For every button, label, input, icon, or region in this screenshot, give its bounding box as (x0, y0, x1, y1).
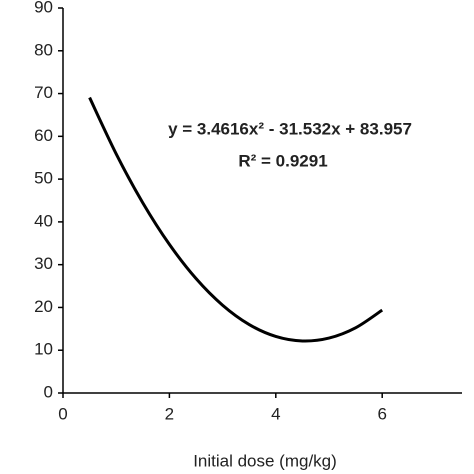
x-tick-label: 0 (58, 404, 67, 423)
y-tick-label: 30 (34, 254, 53, 273)
y-tick-label: 80 (34, 40, 53, 59)
x-tick-label: 4 (271, 404, 280, 423)
y-tick-label: 20 (34, 297, 53, 316)
r-squared: R² = 0.9291 (238, 151, 327, 170)
y-tick-label: 50 (34, 169, 53, 188)
y-tick-label: 90 (34, 0, 53, 16)
y-tick-label: 40 (34, 211, 53, 230)
y-tick-label: 10 (34, 340, 53, 359)
y-tick-label: 70 (34, 83, 53, 102)
x-tick-label: 6 (377, 404, 386, 423)
x-tick-label: 2 (165, 404, 174, 423)
y-tick-label: 60 (34, 126, 53, 145)
fit-curve (88, 96, 384, 343)
equation: y = 3.4616x² - 31.532x + 83.957 (168, 119, 412, 138)
y-tick-label: 0 (44, 382, 53, 401)
x-axis-label: Initial dose (mg/kg) (193, 451, 337, 470)
